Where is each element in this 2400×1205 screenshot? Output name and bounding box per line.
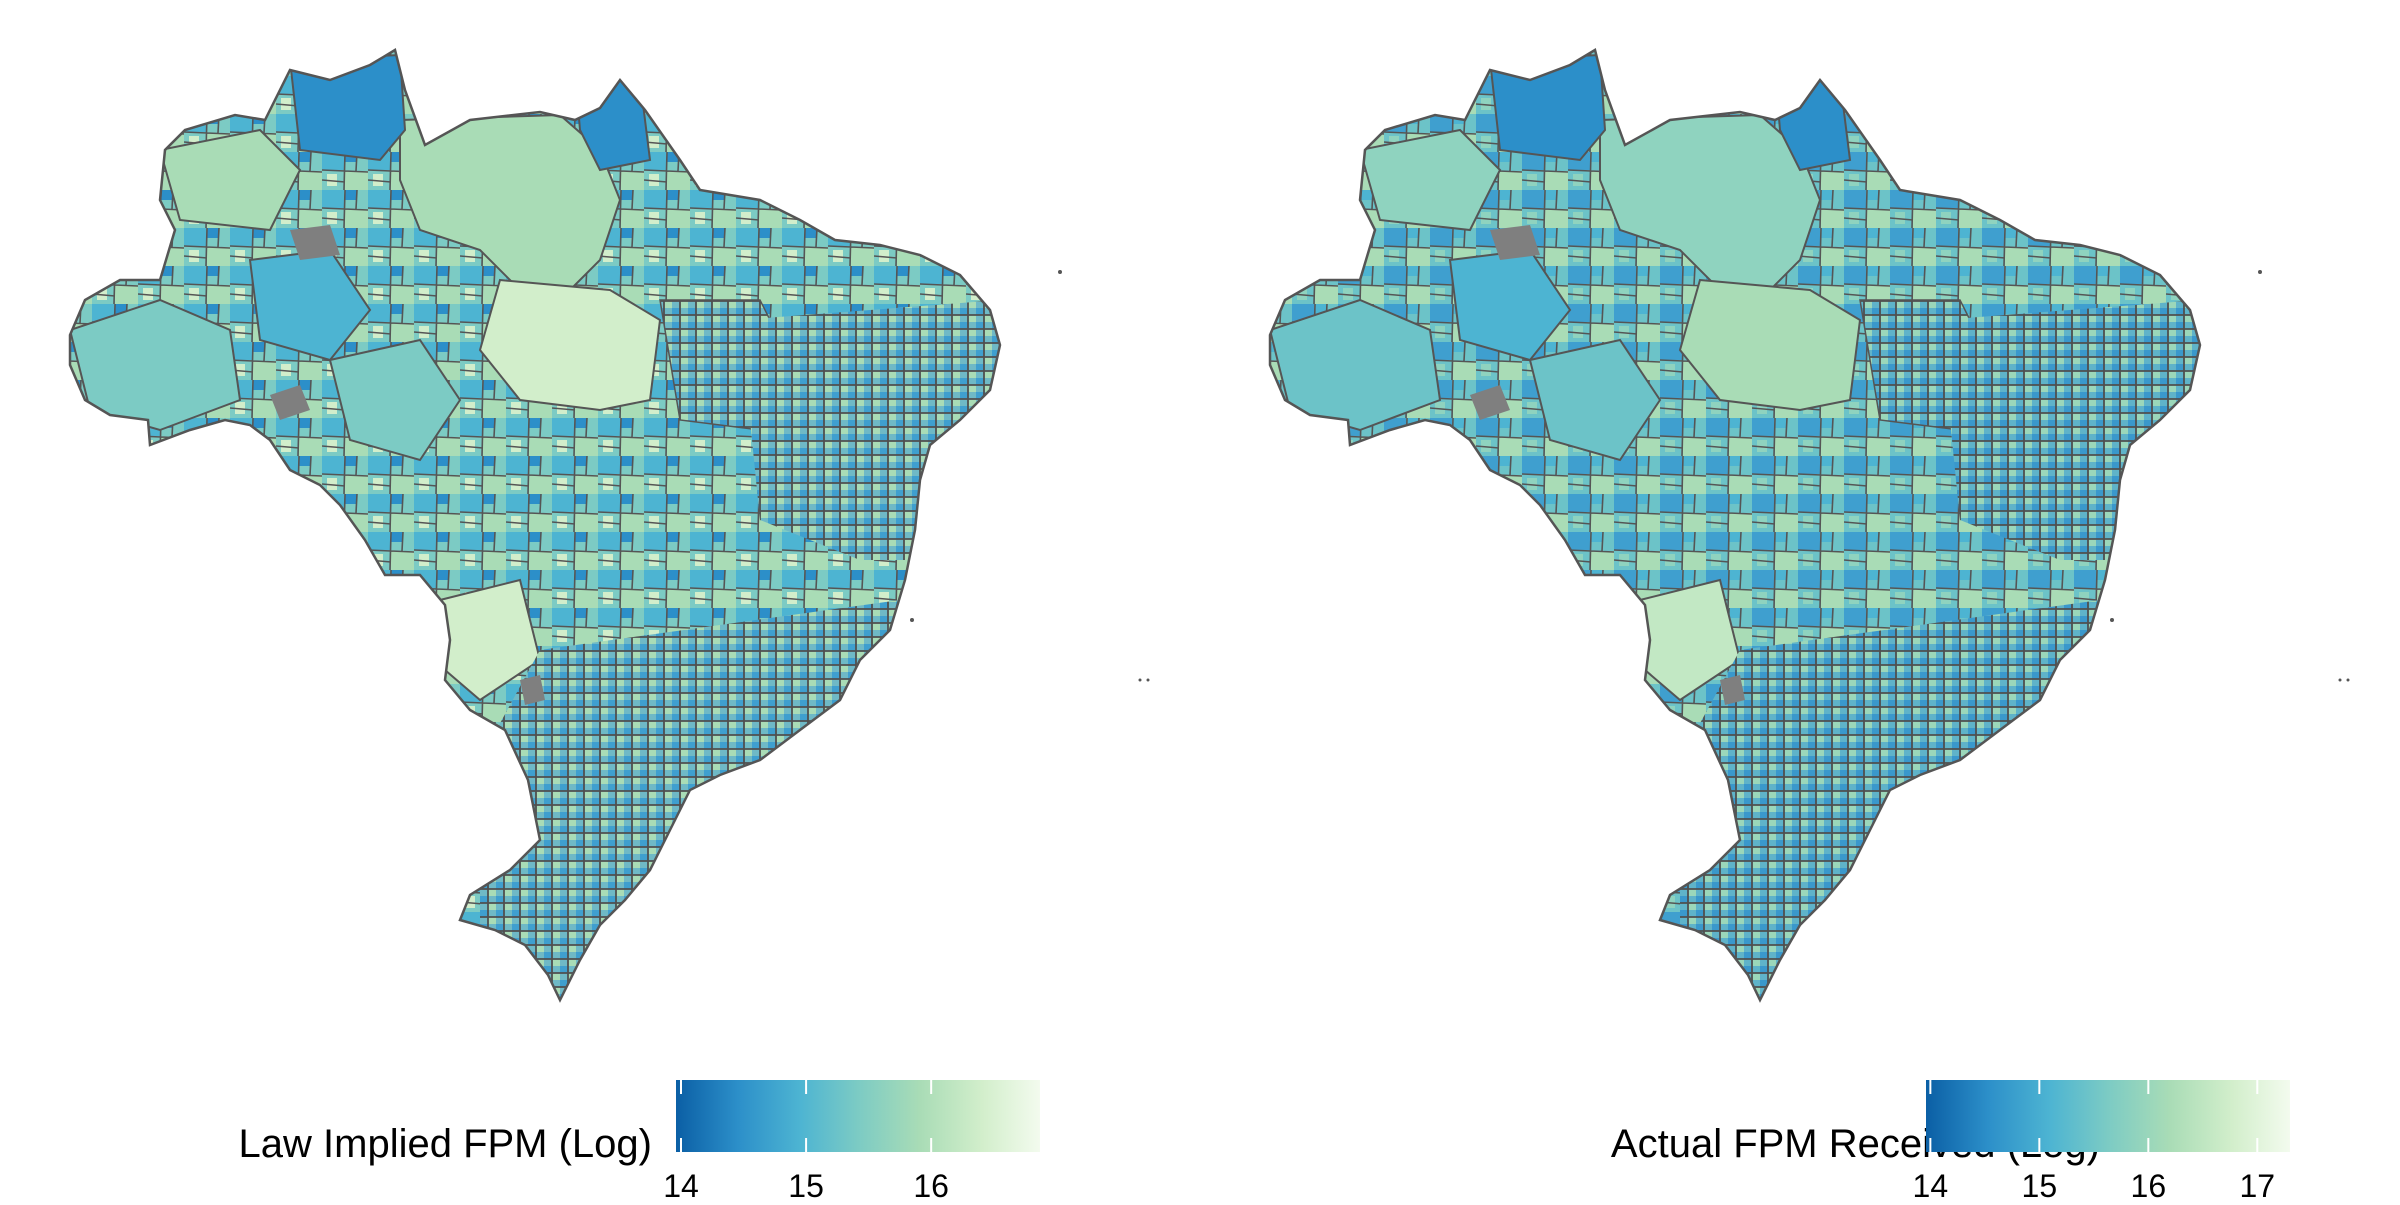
legend-title: Law Implied FPM (Log) — [238, 1122, 652, 1166]
legend-tick-label: 15 — [788, 1168, 824, 1204]
color-gradient — [1926, 1080, 2290, 1152]
color-scale-bar — [1926, 1080, 2290, 1152]
brazil-map-law-implied — [68, 48, 1150, 1003]
color-gradient — [676, 1080, 1040, 1152]
right-map-panel: Actual FPM Received (Log) 14 15 16 17 — [1200, 0, 2400, 1204]
legend-tick-label: 17 — [2239, 1168, 2276, 1204]
brazil-map-actual-received — [1268, 48, 2350, 1003]
legend-tick-label: 14 — [1912, 1168, 1949, 1204]
color-scale-bar — [676, 1080, 1040, 1152]
legend-tick-label: 16 — [2130, 1168, 2167, 1204]
legend-tick-label: 16 — [913, 1168, 949, 1204]
legend-tick-label: 14 — [663, 1168, 699, 1204]
left-map-panel: Law Implied FPM (Log) 14 15 16 — [0, 0, 1200, 1204]
legend-tick-label: 15 — [2021, 1168, 2058, 1204]
